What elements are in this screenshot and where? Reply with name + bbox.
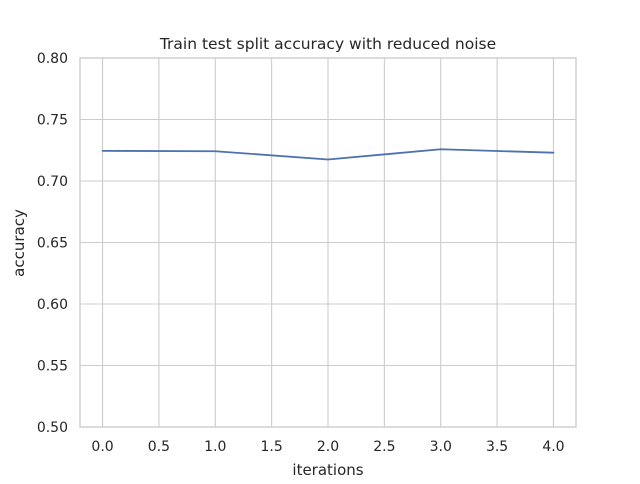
y-tick-label: 0.50 bbox=[37, 420, 68, 436]
y-tick-label: 0.60 bbox=[37, 297, 68, 313]
y-tick-label: 0.65 bbox=[37, 236, 68, 252]
y-tick-label: 0.75 bbox=[37, 113, 68, 129]
x-tick-label: 0.5 bbox=[148, 439, 170, 455]
x-tick-labels: 0.0 0.5 1.0 1.5 2.0 2.5 3.0 3.5 4.0 bbox=[91, 439, 564, 455]
y-tick-label: 0.70 bbox=[37, 174, 68, 190]
x-tick-label: 1.5 bbox=[261, 439, 283, 455]
x-tick-label: 2.0 bbox=[317, 439, 339, 455]
y-tick-label: 0.80 bbox=[37, 51, 68, 67]
x-tick-label: 3.0 bbox=[430, 439, 452, 455]
x-tick-label: 3.5 bbox=[486, 439, 508, 455]
x-tick-label: 2.5 bbox=[373, 439, 395, 455]
x-tick-label: 4.0 bbox=[542, 439, 564, 455]
x-tick-label: 0.0 bbox=[91, 439, 113, 455]
chart-title: Train test split accuracy with reduced n… bbox=[159, 35, 496, 53]
y-tick-label: 0.55 bbox=[37, 359, 68, 375]
x-tick-label: 1.0 bbox=[204, 439, 226, 455]
x-axis-label: iterations bbox=[292, 461, 363, 479]
y-axis-label: accuracy bbox=[10, 209, 28, 277]
